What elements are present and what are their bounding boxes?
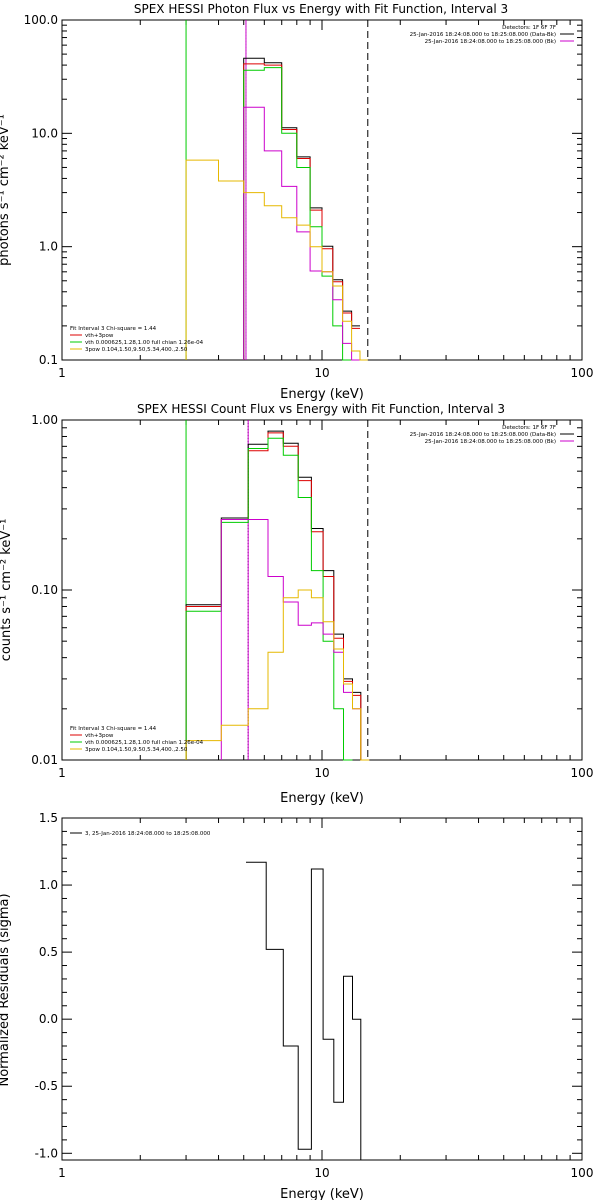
photon-flux-chart: SPEX HESSI Photon Flux vs Energy with Fi… <box>0 2 593 402</box>
series-line <box>185 589 370 761</box>
y-axis-label: Normalized Residuals (sigma) <box>0 893 12 1086</box>
y-axis-label: counts s⁻¹ cm⁻² keV⁻¹ <box>0 519 14 662</box>
legend-text: 3pow 0.104,1.50,9.50,5.34,400.,2.50 <box>85 747 188 753</box>
y-tick-label: 1.00 <box>31 413 58 427</box>
y-tick-label: -0.5 <box>35 1079 58 1093</box>
plot-area: 1 10 100 -1.0 -0.5 0.0 0.5 1.0 1.5 3, 25-Jan-2016… <box>35 811 594 1180</box>
series-line <box>185 430 370 761</box>
residuals-chart: Energy (keV) Normalized Residuals (sigma… <box>0 811 593 1200</box>
legend-text: vth 0.000625,1.28,1.00 full chian 1.26e-… <box>85 740 204 746</box>
x-tick-label: 10 <box>314 766 329 780</box>
y-tick-label: 0.01 <box>31 753 58 767</box>
count-flux-chart: SPEX HESSI Count Flux vs Energy with Fit… <box>0 402 593 806</box>
y-axis-label: photons s⁻¹ cm⁻² keV⁻¹ <box>0 114 12 266</box>
legend-text: 3, 25-Jan-2016 18:24:08.000 to 18:25:08.… <box>85 831 211 837</box>
y-tick-label: -1.0 <box>35 1146 58 1160</box>
series-line <box>185 159 368 361</box>
plot-frame <box>61 419 583 761</box>
legend-text: 25-Jan-2016 18:24:08.000 to 18:25:08.000… <box>425 39 556 45</box>
y-tick-label: 0.10 <box>31 583 58 597</box>
plot-area: 1 10 100 0.1 1.0 10.0 100.0 Detectors: 1F 6F 7F… <box>24 13 594 380</box>
fit-legend-title: Fit Interval 3 Chi-square = 1.44 <box>70 326 157 332</box>
y-tick-label: 0.5 <box>39 945 58 959</box>
x-axis-label: Energy (keV) <box>280 387 364 402</box>
y-tick-label: 0.1 <box>39 353 58 367</box>
legend-text: 3pow 0.104,1.50,9.50,5.34,400.,2.50 <box>85 347 188 353</box>
legend-text: Detectors: 1F 6F 7F <box>502 25 556 31</box>
y-tick-label: 1.0 <box>39 878 58 892</box>
x-tick-label: 100 <box>571 1166 594 1180</box>
x-tick-label: 100 <box>571 366 594 380</box>
legend-text: 25-Jan-2016 18:24:08.000 to 18:25:08.000… <box>425 439 556 445</box>
legend-text: vth+3pow <box>85 333 114 339</box>
x-tick-label: 1 <box>58 366 66 380</box>
chart-title: SPEX HESSI Photon Flux vs Energy with Fi… <box>134 2 508 16</box>
chart-title: SPEX HESSI Count Flux vs Energy with Fit… <box>137 402 505 416</box>
legend-text: vth+3pow <box>85 733 114 739</box>
x-axis-label: Energy (keV) <box>280 1187 364 1200</box>
series-line <box>185 437 353 761</box>
y-tick-label: 10.0 <box>31 126 58 140</box>
series-line <box>185 432 370 761</box>
y-tick-label: 100.0 <box>24 13 58 27</box>
series-line <box>220 519 361 760</box>
y-tick-label: 0.0 <box>39 1012 58 1026</box>
legend-text: 25-Jan-2016 18:24:08.000 to 18:25:08.000… <box>410 432 556 438</box>
fit-legend-title: Fit Interval 3 Chi-square = 1.44 <box>70 726 157 732</box>
legend-text: 25-Jan-2016 18:24:08.000 to 18:25:08.000… <box>410 32 556 38</box>
y-tick-label: 1.5 <box>39 811 58 825</box>
legend-text: Detectors: 1F 6F 7F <box>502 425 556 431</box>
x-tick-label: 1 <box>58 766 66 780</box>
x-tick-label: 10 <box>314 366 329 380</box>
legend-text: vth 0.000625,1.28,1.00 full chian 1.26e-… <box>85 340 204 346</box>
x-tick-label: 10 <box>314 1166 329 1180</box>
y-tick-label: 1.0 <box>39 240 58 254</box>
x-tick-label: 1 <box>58 1166 66 1180</box>
series-line <box>243 106 360 361</box>
plot-frame <box>61 19 583 361</box>
series-line <box>246 861 369 1161</box>
x-axis-label: Energy (keV) <box>280 791 364 806</box>
x-tick-label: 100 <box>571 766 594 780</box>
